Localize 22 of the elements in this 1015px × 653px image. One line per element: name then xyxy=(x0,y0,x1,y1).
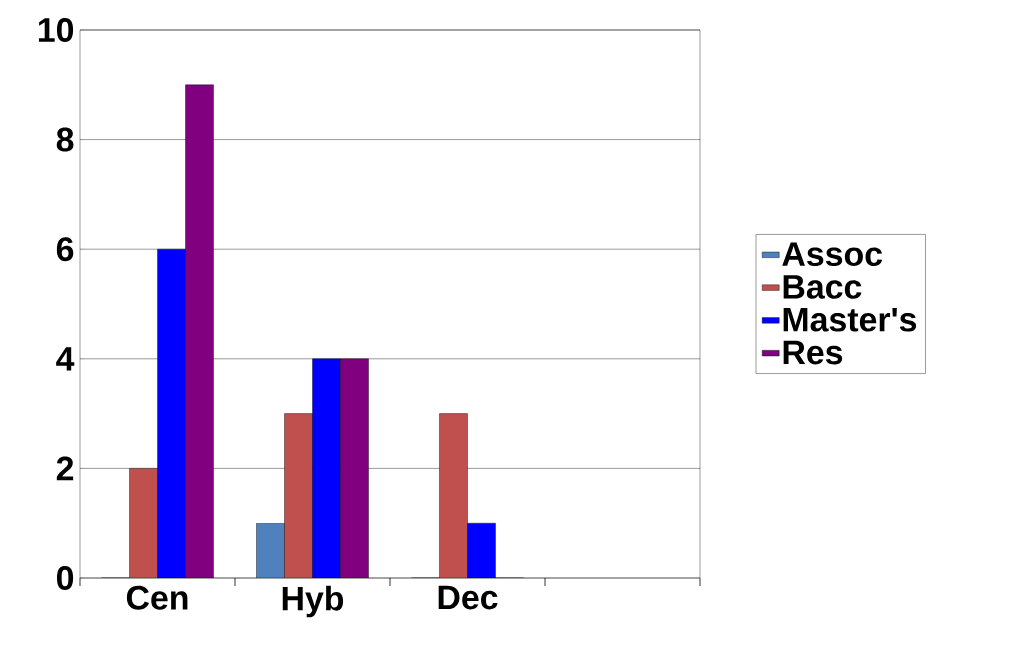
y-tick-label: 4 xyxy=(56,347,75,371)
x-tick-label: Hyb xyxy=(282,585,344,618)
bar xyxy=(157,249,186,578)
y-tick-label: 0 xyxy=(56,566,74,590)
bar xyxy=(340,358,369,578)
bar xyxy=(256,523,285,578)
y-tick-label: 8 xyxy=(56,127,74,152)
bar xyxy=(467,523,496,578)
x-tick-label: Dec xyxy=(438,585,498,610)
bar xyxy=(284,413,313,578)
bar xyxy=(439,413,468,578)
legend-label: Bacc xyxy=(783,275,862,299)
y-tick-label: 2 xyxy=(56,456,74,481)
legend-label: Assoc xyxy=(782,242,883,267)
bar xyxy=(129,468,158,578)
y-tick-label: 6 xyxy=(56,237,74,262)
y-tick-label: 10 xyxy=(38,18,74,42)
legend-label: Res xyxy=(783,340,843,365)
bar xyxy=(185,84,214,578)
x-tick-label: Cen xyxy=(126,585,188,610)
bar xyxy=(312,358,341,578)
legend-label: Master's xyxy=(783,307,917,332)
